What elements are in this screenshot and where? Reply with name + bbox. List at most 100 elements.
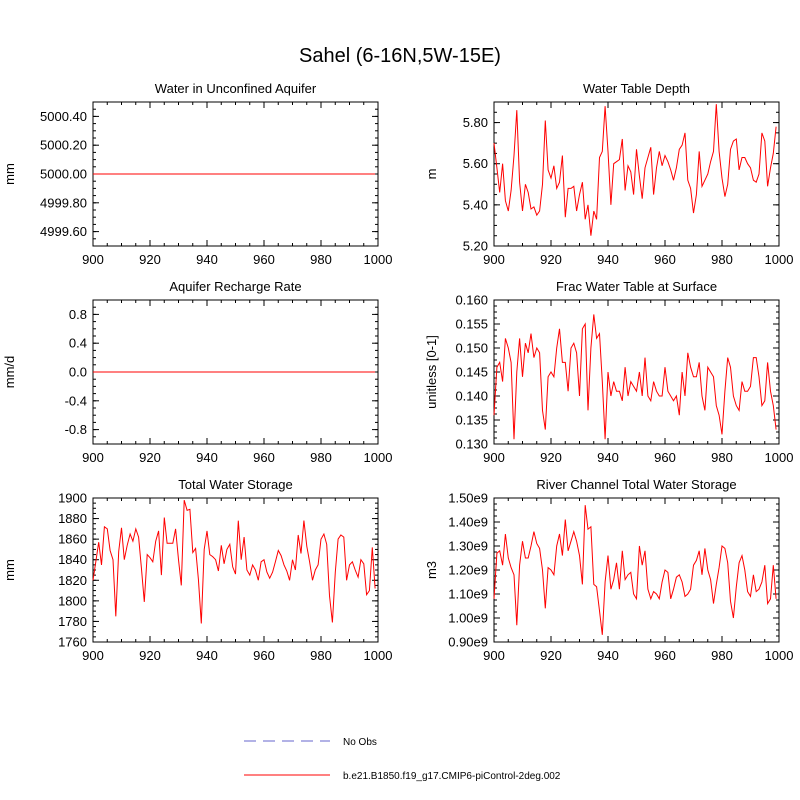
water-table-depth-ytick-label: 5.20 [463, 239, 488, 254]
aquifer-recharge-rate-xtick-label: 920 [139, 450, 161, 465]
water-table-depth-plot-frame [493, 101, 780, 247]
water-in-unconfined-aquifer-panel: Water in Unconfined Aquifer mm 900 920 940 96… [2, 81, 392, 267]
aquifer-recharge-rate-ytick-label: 0.0 [69, 365, 87, 380]
water-table-depth-xtick-label: 980 [711, 252, 733, 267]
water-table-depth-ytick-label: 5.40 [463, 197, 488, 212]
total-water-storage-xtick-label: 1000 [364, 648, 393, 663]
river-channel-total-water-storage-xtick-label: 900 [483, 648, 505, 663]
river-channel-total-water-storage-ytick-label: 1.40e9 [448, 515, 488, 530]
water-table-depth-xtick-label: 900 [483, 252, 505, 267]
legend: No Obs b.e21.B1850.f19_g17.CMIP6-piContr… [244, 737, 561, 782]
river-channel-total-water-storage-ytick-label: 0.90e9 [448, 635, 488, 650]
river-channel-total-water-storage-series-line [493, 505, 777, 635]
frac-water-table-at-surface-ytick-label: 0.130 [455, 437, 488, 452]
water-in-unconfined-aquifer-xtick-label: 960 [253, 252, 275, 267]
total-water-storage-ytick-label: 1880 [58, 511, 87, 526]
aquifer-recharge-rate-xtick-label: 960 [253, 450, 275, 465]
frac-water-table-at-surface-ytick-label: 0.160 [455, 293, 488, 308]
total-water-storage-ytick-label: 1760 [58, 635, 87, 650]
water-in-unconfined-aquifer-xtick-label: 980 [310, 252, 332, 267]
water-in-unconfined-aquifer-ytick-label: 5000.00 [40, 167, 87, 182]
total-water-storage-xtick-label: 980 [310, 648, 332, 663]
total-water-storage-ytick-label: 1780 [58, 614, 87, 629]
frac-water-table-at-surface-ytick-label: 0.150 [455, 341, 488, 356]
aquifer-recharge-rate-title: Aquifer Recharge Rate [169, 279, 301, 294]
river-channel-total-water-storage-title: River Channel Total Water Storage [536, 477, 736, 492]
water-table-depth-series-line [493, 104, 777, 236]
total-water-storage-ytick-label: 1900 [58, 491, 87, 506]
water-table-depth-xtick-label: 940 [597, 252, 619, 267]
frac-water-table-at-surface-ytick-label: 0.135 [455, 413, 488, 428]
aquifer-recharge-rate-panel: Aquifer Recharge Rate mm/d 900 920 940 960 980… [2, 279, 392, 465]
frac-water-table-at-surface-xtick-label: 900 [483, 450, 505, 465]
frac-water-table-at-surface-panel: Frac Water Table at Surface unitless [0-1… [424, 279, 793, 465]
water-in-unconfined-aquifer-ytick-label: 4999.60 [40, 224, 87, 239]
total-water-storage-ylabel: mm [2, 559, 17, 581]
total-water-storage-xtick-label: 900 [82, 648, 104, 663]
aquifer-recharge-rate-ytick-label: 0.8 [69, 307, 87, 322]
total-water-storage-panel: Total Water Storage mm 900 920 940 960 980 1000… [2, 477, 392, 663]
water-table-depth-xtick-label: 920 [540, 252, 562, 267]
water-table-depth-xtick-label: 960 [654, 252, 676, 267]
legend-model-label: b.e21.B1850.f19_g17.CMIP6-piControl-2deg… [343, 771, 561, 782]
river-channel-total-water-storage-ytick-label: 1.00e9 [448, 611, 488, 626]
river-channel-total-water-storage-xtick-label: 1000 [765, 648, 794, 663]
water-in-unconfined-aquifer-title: Water in Unconfined Aquifer [155, 81, 317, 96]
water-in-unconfined-aquifer-xtick-label: 940 [196, 252, 218, 267]
water-in-unconfined-aquifer-xtick-label: 920 [139, 252, 161, 267]
legend-obs-label: No Obs [343, 737, 377, 748]
total-water-storage-ytick-label: 1840 [58, 552, 87, 567]
water-table-depth-title: Water Table Depth [583, 81, 690, 96]
water-in-unconfined-aquifer-ytick-label: 5000.20 [40, 138, 87, 153]
water-table-depth-panel: Water Table Depth m 900 920 940 960 980 1000 5.2… [424, 81, 793, 267]
aquifer-recharge-rate-xtick-label: 900 [82, 450, 104, 465]
total-water-storage-series-line [92, 499, 376, 624]
frac-water-table-at-surface-xtick-label: 980 [711, 450, 733, 465]
frac-water-table-at-surface-ytick-label: 0.140 [455, 389, 488, 404]
water-table-depth-ytick-label: 5.80 [463, 115, 488, 130]
total-water-storage-ytick-label: 1820 [58, 573, 87, 588]
river-channel-total-water-storage-xtick-label: 920 [540, 648, 562, 663]
river-channel-total-water-storage-panel: River Channel Total Water Storage m3 900 92… [424, 477, 793, 663]
river-channel-total-water-storage-ytick-label: 1.20e9 [448, 563, 488, 578]
frac-water-table-at-surface-series-line [493, 314, 777, 440]
total-water-storage-xtick-label: 960 [253, 648, 275, 663]
frac-water-table-at-surface-ylabel: unitless [0-1] [424, 335, 439, 409]
river-channel-total-water-storage-xtick-label: 980 [711, 648, 733, 663]
frac-water-table-at-surface-xtick-label: 940 [597, 450, 619, 465]
frac-water-table-at-surface-title: Frac Water Table at Surface [556, 279, 717, 294]
frac-water-table-at-surface-xtick-label: 960 [654, 450, 676, 465]
river-channel-total-water-storage-ytick-label: 1.30e9 [448, 539, 488, 554]
total-water-storage-ytick-label: 1800 [58, 593, 87, 608]
river-channel-total-water-storage-ylabel: m3 [424, 561, 439, 579]
frac-water-table-at-surface-ytick-label: 0.145 [455, 365, 488, 380]
water-in-unconfined-aquifer-xtick-label: 1000 [364, 252, 393, 267]
water-table-depth-xtick-label: 1000 [765, 252, 794, 267]
total-water-storage-title: Total Water Storage [178, 477, 292, 492]
aquifer-recharge-rate-xtick-label: 1000 [364, 450, 393, 465]
river-channel-total-water-storage-ytick-label: 1.10e9 [448, 587, 488, 602]
aquifer-recharge-rate-xtick-label: 980 [310, 450, 332, 465]
water-in-unconfined-aquifer-ytick-label: 4999.80 [40, 195, 87, 210]
water-in-unconfined-aquifer-ylabel: mm [2, 163, 17, 185]
river-channel-total-water-storage-ytick-label: 1.50e9 [448, 491, 488, 506]
frac-water-table-at-surface-xtick-label: 1000 [765, 450, 794, 465]
aquifer-recharge-rate-ytick-label: -0.4 [65, 393, 87, 408]
aquifer-recharge-rate-ylabel: mm/d [2, 356, 17, 389]
water-in-unconfined-aquifer-ytick-label: 5000.40 [40, 109, 87, 124]
frac-water-table-at-surface-xtick-label: 920 [540, 450, 562, 465]
aquifer-recharge-rate-ytick-label: 0.4 [69, 336, 87, 351]
aquifer-recharge-rate-xtick-label: 940 [196, 450, 218, 465]
river-channel-total-water-storage-plot-frame [493, 497, 780, 643]
river-channel-total-water-storage-xtick-label: 960 [654, 648, 676, 663]
total-water-storage-ytick-label: 1860 [58, 532, 87, 547]
water-table-depth-ytick-label: 5.60 [463, 156, 488, 171]
frac-water-table-at-surface-ytick-label: 0.155 [455, 317, 488, 332]
figure-title: Sahel (6-16N,5W-15E) [299, 45, 501, 67]
total-water-storage-xtick-label: 920 [139, 648, 161, 663]
total-water-storage-xtick-label: 940 [196, 648, 218, 663]
water-in-unconfined-aquifer-xtick-label: 900 [82, 252, 104, 267]
frac-water-table-at-surface-plot-frame [493, 299, 780, 445]
water-table-depth-ylabel: m [424, 169, 439, 180]
